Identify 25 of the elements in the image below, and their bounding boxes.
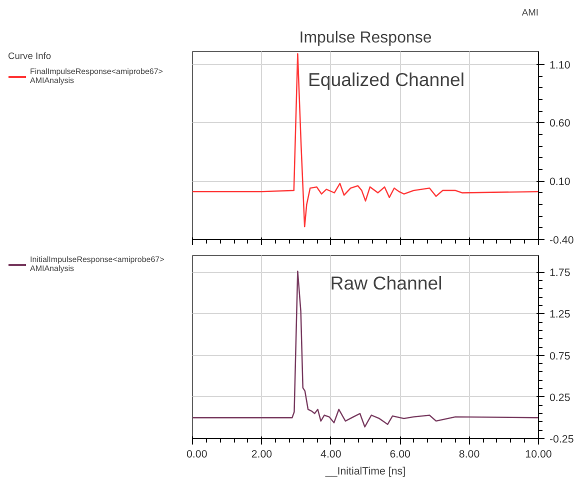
y-tick-label: 1.10	[550, 59, 570, 72]
y-tick-label: 1.25	[550, 308, 570, 321]
y-tick-label: 0.25	[550, 392, 570, 404]
y-tick-label: 1.75	[550, 267, 570, 280]
y-tick-label: 0.10	[550, 176, 570, 188]
x-tick-label: 8.00	[458, 448, 480, 460]
annotation: Equalized Channel	[308, 69, 465, 90]
x-tick-label: 0.00	[186, 448, 208, 460]
y-tick-label: 0.60	[550, 118, 570, 130]
x-tick-label: 2.00	[251, 448, 272, 460]
x-tick-label: 10.00	[525, 448, 552, 460]
x-axis-title: __InitialTime [ns]	[324, 466, 406, 478]
y-tick-label: -0.40	[550, 234, 574, 246]
legend-title: Curve Info	[8, 51, 52, 61]
y-tick-label: -0.25	[550, 434, 574, 446]
line-series	[192, 53, 538, 228]
annotation: Raw Channel	[330, 272, 442, 294]
x-tick-label: 6.00	[390, 448, 411, 460]
legend-label: FinalImpulseResponse<amiprobe67> AMIAnalysis	[30, 67, 163, 85]
y-tick-label: 0.75	[550, 350, 570, 362]
text: AMI	[522, 8, 539, 18]
legend-label: InitialImpulseResponse<amiprobe67> AMIAnalysis	[30, 255, 164, 273]
x-tick-label: 4.00	[320, 448, 342, 460]
chart-title: Impulse Response	[299, 30, 432, 46]
line-series	[192, 270, 538, 428]
